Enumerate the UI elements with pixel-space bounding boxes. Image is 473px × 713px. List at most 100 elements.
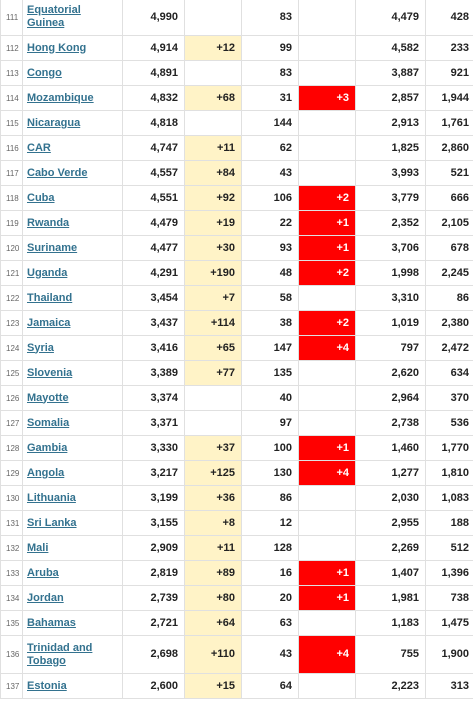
new-cases-cell: +110 [184, 635, 242, 674]
country-cell: Syria [22, 335, 123, 361]
total-cases-cell: 2,721 [122, 610, 185, 636]
country-link[interactable]: Sri Lanka [27, 516, 77, 529]
active-cases-cell: 1,475 [425, 610, 473, 636]
table-row: 126 Mayotte 3,374 40 2,964 370 [0, 385, 473, 411]
country-link[interactable]: Mali [27, 541, 49, 554]
country-link[interactable]: Lithuania [27, 491, 76, 504]
new-cases-cell: +36 [184, 485, 242, 511]
total-recovered-cell: 3,779 [355, 185, 426, 211]
country-link[interactable]: Slovenia [27, 366, 73, 379]
country-link[interactable]: Syria [27, 341, 54, 354]
total-recovered-cell: 2,620 [355, 360, 426, 386]
new-cases-cell: +64 [184, 610, 242, 636]
country-cell: Somalia [22, 410, 123, 436]
country-link[interactable]: Angola [27, 466, 65, 479]
total-recovered-cell: 2,352 [355, 210, 426, 236]
country-cell: Mali [22, 535, 123, 561]
table-row: 114 Mozambique 4,832 +68 31 +3 2,857 1,944 [0, 85, 473, 111]
country-link[interactable]: Bahamas [27, 616, 76, 629]
total-recovered-cell: 3,887 [355, 60, 426, 86]
table-row: 128 Gambia 3,330 +37 100 +1 1,460 1,770 [0, 435, 473, 461]
table-row: 120 Suriname 4,477 +30 93 +1 3,706 678 [0, 235, 473, 261]
country-link[interactable]: Rwanda [27, 216, 70, 229]
country-cell: Trinidad and Tobago [22, 635, 123, 674]
country-cell: Estonia [22, 673, 123, 699]
country-link[interactable]: Mayotte [27, 391, 69, 404]
country-link[interactable]: Somalia [27, 416, 70, 429]
rank-cell: 119 [0, 210, 23, 236]
country-cell: Gambia [22, 435, 123, 461]
active-cases-cell: 313 [425, 673, 473, 699]
table-row: 117 Cabo Verde 4,557 +84 43 3,993 521 [0, 160, 473, 186]
table-row: 125 Slovenia 3,389 +77 135 2,620 634 [0, 360, 473, 386]
total-cases-cell: 3,374 [122, 385, 185, 411]
new-deaths-cell [298, 60, 356, 86]
active-cases-cell: 921 [425, 60, 473, 86]
rank-cell: 130 [0, 485, 23, 511]
country-link[interactable]: Nicaragua [27, 116, 81, 129]
country-link[interactable]: Hong Kong [27, 41, 87, 54]
total-cases-cell: 2,739 [122, 585, 185, 611]
new-cases-cell [184, 410, 242, 436]
active-cases-cell: 233 [425, 35, 473, 61]
active-cases-cell: 1,770 [425, 435, 473, 461]
new-cases-cell: +7 [184, 285, 242, 311]
country-cell: Uganda [22, 260, 123, 286]
new-cases-cell: +80 [184, 585, 242, 611]
new-deaths-cell [298, 35, 356, 61]
total-deaths-cell: 83 [241, 0, 299, 36]
country-link[interactable]: Cuba [27, 191, 55, 204]
total-deaths-cell: 22 [241, 210, 299, 236]
new-cases-cell [184, 60, 242, 86]
country-link[interactable]: Thailand [27, 291, 73, 304]
new-cases-cell: +92 [184, 185, 242, 211]
country-link[interactable]: Jordan [27, 591, 64, 604]
country-cell: Rwanda [22, 210, 123, 236]
total-recovered-cell: 4,582 [355, 35, 426, 61]
rank-cell: 115 [0, 110, 23, 136]
total-recovered-cell: 1,019 [355, 310, 426, 336]
country-link[interactable]: Gambia [27, 441, 68, 454]
new-deaths-cell [298, 673, 356, 699]
total-cases-cell: 3,437 [122, 310, 185, 336]
total-deaths-cell: 130 [241, 460, 299, 486]
active-cases-cell: 2,860 [425, 135, 473, 161]
total-recovered-cell: 1,460 [355, 435, 426, 461]
country-link[interactable]: Equatorial Guinea [27, 4, 81, 29]
active-cases-cell: 188 [425, 510, 473, 536]
table-row: 111 Equatorial Guinea 4,990 83 4,479 428 [0, 0, 473, 36]
country-link[interactable]: Trinidad and Tobago [27, 641, 93, 667]
active-cases-cell: 536 [425, 410, 473, 436]
total-deaths-cell: 97 [241, 410, 299, 436]
country-link[interactable]: Suriname [27, 241, 78, 254]
rank-cell: 125 [0, 360, 23, 386]
total-cases-cell: 4,818 [122, 110, 185, 136]
country-cell: Angola [22, 460, 123, 486]
country-cell: Equatorial Guinea [22, 0, 123, 36]
total-deaths-cell: 38 [241, 310, 299, 336]
table-row: 137 Estonia 2,600 +15 64 2,223 313 [0, 673, 473, 699]
rank-cell: 116 [0, 135, 23, 161]
total-recovered-cell: 4,479 [355, 0, 426, 36]
active-cases-cell: 2,245 [425, 260, 473, 286]
country-link[interactable]: Jamaica [27, 316, 71, 329]
country-link[interactable]: CAR [27, 141, 51, 154]
country-link[interactable]: Uganda [27, 266, 68, 279]
country-link[interactable]: Mozambique [27, 91, 94, 104]
table-row: 132 Mali 2,909 +11 128 2,269 512 [0, 535, 473, 561]
total-deaths-cell: 43 [241, 160, 299, 186]
country-link[interactable]: Estonia [27, 679, 67, 692]
active-cases-cell: 1,810 [425, 460, 473, 486]
country-cell: Suriname [22, 235, 123, 261]
rank-cell: 136 [0, 635, 23, 674]
new-cases-cell: +15 [184, 673, 242, 699]
new-cases-cell [184, 110, 242, 136]
new-cases-cell [184, 385, 242, 411]
new-deaths-cell: +4 [298, 460, 356, 486]
country-link[interactable]: Cabo Verde [27, 166, 88, 179]
total-recovered-cell: 755 [355, 635, 426, 674]
country-link[interactable]: Congo [27, 66, 62, 79]
country-link[interactable]: Aruba [27, 566, 59, 579]
total-recovered-cell: 2,913 [355, 110, 426, 136]
